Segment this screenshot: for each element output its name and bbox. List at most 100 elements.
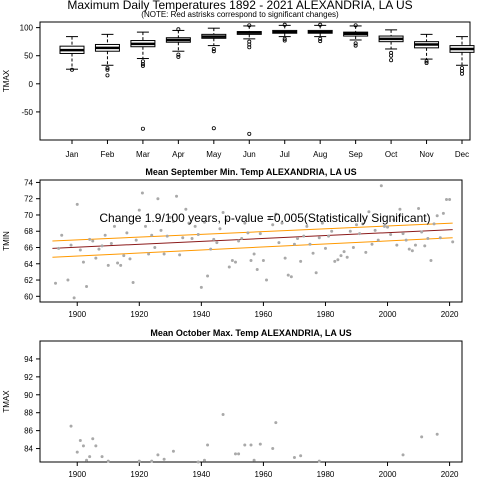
data-point <box>286 273 290 277</box>
data-point <box>252 252 256 256</box>
box-may <box>201 27 227 131</box>
data-point <box>112 224 116 228</box>
data-point <box>81 260 85 264</box>
y-tick-label: 88 <box>24 409 33 418</box>
y-axis-label: TMAX <box>2 390 11 413</box>
data-point <box>128 257 132 261</box>
data-point <box>72 296 76 300</box>
x-tick-label: Nov <box>419 150 433 159</box>
data-point <box>246 231 250 235</box>
data-point <box>361 222 365 226</box>
data-point <box>382 224 386 228</box>
chart-title: Mean September Min. Temp ALEXANDRIA, LA … <box>145 167 356 177</box>
data-point <box>292 242 296 246</box>
data-point <box>85 285 89 289</box>
y-tick-label: 68 <box>24 227 33 236</box>
y-tick-label: 84 <box>24 445 33 454</box>
plot-frame <box>39 179 463 303</box>
x-tick-label: Dec <box>455 150 469 159</box>
data-point <box>448 198 452 202</box>
data-point <box>162 457 166 461</box>
data-point <box>243 221 247 225</box>
data-point <box>69 424 73 428</box>
data-point <box>423 244 427 248</box>
data-point <box>171 219 175 223</box>
data-point <box>144 224 147 228</box>
data-point <box>398 207 402 211</box>
data-point <box>299 454 303 458</box>
x-tick-label: 1920 <box>130 310 148 319</box>
data-point <box>311 251 315 255</box>
outlier-point <box>105 66 110 71</box>
data-point <box>389 232 393 236</box>
data-point <box>268 216 272 220</box>
data-point <box>202 220 206 224</box>
data-point <box>435 214 439 218</box>
data-point <box>277 241 281 245</box>
data-point <box>355 223 358 227</box>
x-tick-label: May <box>206 150 221 159</box>
data-point <box>196 232 200 236</box>
box-sep <box>343 23 369 48</box>
plot-frame <box>39 21 471 141</box>
confidence-band-upper <box>52 222 453 242</box>
outlier-point <box>318 36 323 41</box>
data-point <box>432 222 436 226</box>
y-tick-label: 70 <box>24 211 33 220</box>
outlier-point <box>140 63 145 68</box>
outlier-point <box>282 22 287 27</box>
data-point <box>348 229 352 233</box>
data-point <box>156 453 160 457</box>
data-point <box>342 250 346 254</box>
outlier-point <box>353 23 358 28</box>
data-point <box>78 438 82 442</box>
data-point <box>140 191 144 195</box>
data-point <box>215 241 219 245</box>
data-point <box>292 456 296 460</box>
y-tick-label: 92 <box>24 373 33 382</box>
data-point <box>147 252 151 256</box>
data-point <box>171 449 175 453</box>
data-point <box>60 233 64 237</box>
x-tick-label: Jan <box>66 150 79 159</box>
box-nov <box>414 33 440 66</box>
trend-line <box>52 229 453 249</box>
outlier-point <box>389 58 394 63</box>
data-point <box>233 260 237 264</box>
outlier-point <box>176 54 181 59</box>
y-tick-label: 90 <box>24 391 33 400</box>
x-tick-label: 1940 <box>192 310 210 319</box>
y-axis-label: TMAX <box>2 69 11 92</box>
outlier-point <box>282 38 287 43</box>
data-point <box>103 233 107 237</box>
x-tick-label: 1900 <box>68 310 86 319</box>
data-point <box>57 246 61 250</box>
data-point <box>299 259 303 263</box>
outlier-point <box>105 67 110 72</box>
data-point <box>261 259 265 263</box>
data-point <box>435 432 439 436</box>
y-tick-label: 66 <box>24 244 33 253</box>
data-point <box>392 218 396 222</box>
x-tick-label: Sep <box>349 150 364 159</box>
data-point <box>265 278 269 282</box>
data-point <box>441 211 445 215</box>
outlier-point <box>282 36 287 41</box>
data-point <box>401 453 405 457</box>
data-point <box>137 208 141 212</box>
x-tick-label: 2000 <box>379 470 397 479</box>
data-point <box>153 246 157 250</box>
y-tick-label: 0 <box>29 80 34 89</box>
data-point <box>134 238 138 242</box>
data-point <box>395 243 399 247</box>
box-jul <box>272 22 298 43</box>
data-point <box>417 206 421 210</box>
data-point <box>308 242 312 246</box>
y-tick-label: 50 <box>24 52 33 61</box>
data-point <box>69 243 73 247</box>
x-tick-label: Apr <box>172 150 185 159</box>
data-point <box>91 437 95 441</box>
data-point <box>317 459 321 463</box>
data-point <box>206 274 210 278</box>
data-point <box>429 259 433 263</box>
